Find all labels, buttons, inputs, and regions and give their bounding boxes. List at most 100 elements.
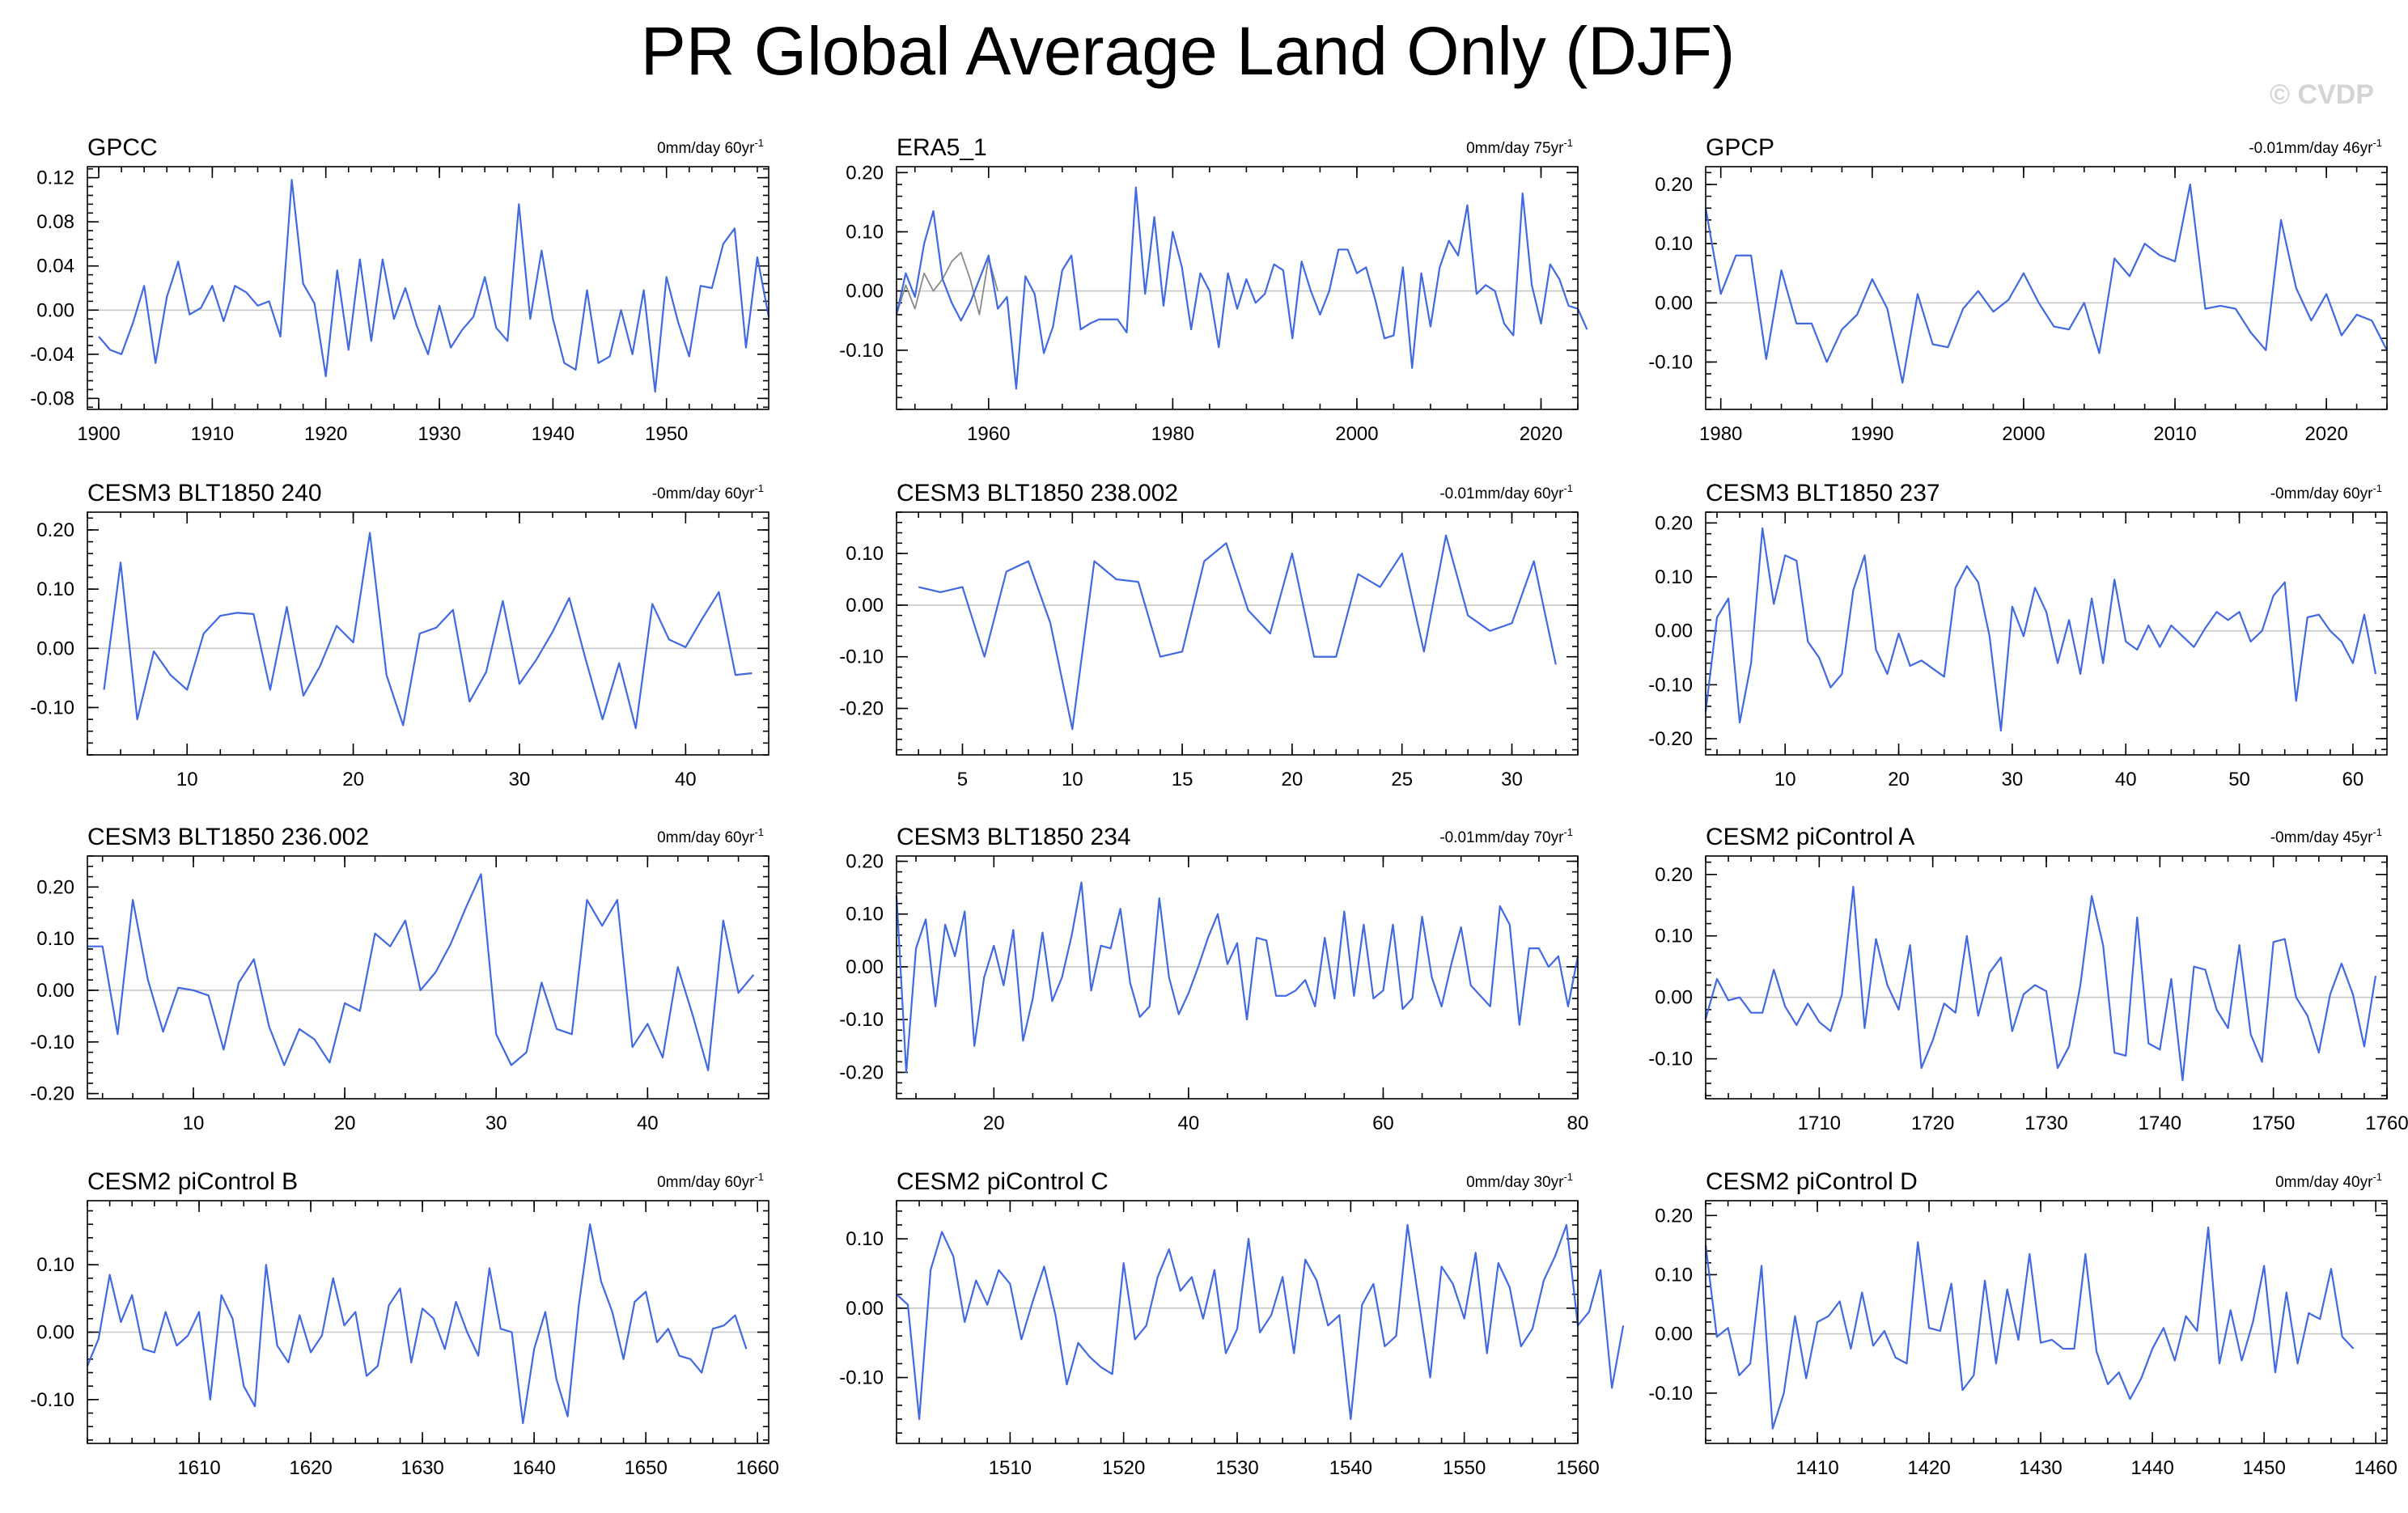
panel-7-x-tick-label: 20 [983, 1112, 1005, 1134]
panel-11-x-tick-label: 1460 [2355, 1457, 2397, 1479]
panel-3-trend: -0mm/day 60yr-1 [652, 482, 764, 502]
panel-7-y-tick-label: 0.20 [846, 851, 884, 873]
panel-8-y-tick-label: -0.10 [1648, 1049, 1693, 1070]
panel-0-x-tick-label: 1910 [191, 423, 234, 445]
panel-6-x-tick-label: 30 [485, 1112, 507, 1134]
panel-8-trend-text: -0mm/day 45yr [2270, 829, 2373, 846]
panel-5-y-tick-label: -0.20 [1648, 728, 1693, 750]
panel-5: CESM3 BLT1850 237 -0mm/day 60yr-1 10 20 30 40… [1648, 480, 2388, 790]
panel-2-x-tick-label: 2000 [2002, 423, 2045, 445]
panel-0-title: GPCC [87, 134, 158, 161]
panel-8-x-tick-label: 1710 [1798, 1112, 1841, 1134]
panel-6-y-tick-label: -0.10 [30, 1032, 74, 1053]
panel-0-trend-sup: -1 [754, 137, 764, 149]
panel-5-y-tick-label: 0.20 [1655, 512, 1693, 534]
panel-7-title: CESM3 BLT1850 234 [897, 824, 1131, 850]
panel-9-x-tick-label: 1640 [512, 1457, 555, 1479]
panel-10-x-tick-label: 1560 [1556, 1457, 1599, 1479]
panel-1-y-tick-label: 0.00 [846, 281, 884, 303]
panel-4-x-tick-label: 5 [957, 769, 968, 790]
panel-5-x-tick-label: 10 [1774, 769, 1796, 790]
panel-5-x-tick-label: 60 [2342, 769, 2364, 790]
panel-2-trend: -0.01mm/day 46yr-1 [2249, 137, 2382, 157]
panel-8-title: CESM2 piControl A [1706, 824, 1914, 850]
panel-3-x-tick-label: 30 [509, 769, 531, 790]
panel-5-y-tick-label: 0.10 [1655, 566, 1693, 588]
panel-0-x-tick-label: 1930 [418, 423, 460, 445]
panel-5-x-tick-label: 50 [2228, 769, 2250, 790]
panel-8: CESM2 piControl A -0mm/day 45yr-1 1710 1720… [1648, 824, 2408, 1134]
panel-11-x-tick-label: 1420 [1907, 1457, 1950, 1479]
panel-6-trend-text: 0mm/day 60yr [657, 829, 755, 846]
panel-4-trend: -0.01mm/day 60yr-1 [1439, 482, 1573, 502]
panel-11-frame [1705, 1200, 2388, 1444]
panel-0-x-tick-label: 1940 [532, 423, 574, 445]
panel-3-y-tick-label: 0.00 [36, 638, 74, 659]
panel-0-x-tick-label: 1900 [77, 423, 120, 445]
panel-4-x-tick-label: 25 [1391, 769, 1413, 790]
panel-0-y-tick-label: 0.08 [36, 211, 74, 233]
panel-8-x-tick-label: 1730 [2024, 1112, 2067, 1134]
panel-11-x-tick-label: 1410 [1795, 1457, 1838, 1479]
panel-9-x-tick-label: 1650 [624, 1457, 667, 1479]
panel-11-y-tick-label: -0.10 [1648, 1383, 1693, 1405]
panel-4-title: CESM3 BLT1850 238.002 [897, 480, 1178, 506]
panel-11-x-tick-label: 1430 [2019, 1457, 2062, 1479]
panel-9-trend: 0mm/day 60yr-1 [657, 1171, 764, 1191]
panel-6-y-tick-label: -0.20 [30, 1083, 74, 1105]
panel-11-series-line [1704, 1226, 2355, 1430]
panel-9-x-tick-label: 1610 [177, 1457, 220, 1479]
panel-6-frame [87, 855, 769, 1100]
panel-0-x-tick-label: 1920 [304, 423, 347, 445]
panel-8-trend-sup: -1 [2372, 826, 2382, 838]
panel-8-x-tick-label: 1760 [2365, 1112, 2408, 1134]
panel-9-series-line [86, 1223, 748, 1425]
panel-9-x-tick-label: 1620 [289, 1457, 332, 1479]
panel-10-trend-sup: -1 [1563, 1171, 1573, 1183]
panel-5-frame [1705, 511, 2388, 756]
panel-4-y-tick-label: 0.10 [846, 543, 884, 565]
panel-0-y-tick-label: -0.08 [30, 388, 74, 409]
panel-6-y-tick-label: 0.00 [36, 980, 74, 1002]
panel-9: CESM2 piControl B 0mm/day 60yr-1 1610 1620 1… [30, 1168, 779, 1479]
panel-9-title: CESM2 piControl B [87, 1168, 298, 1195]
panel-0: GPCC 0mm/day 60yr-1 1900 1910 1920 1930 1940 19… [30, 134, 770, 445]
panel-4-y-tick-label: -0.20 [839, 698, 884, 720]
panel-10-y-tick-label: -0.10 [839, 1367, 884, 1389]
panel-10-title: CESM2 piControl C [897, 1168, 1109, 1195]
panel-4-trend-sup: -1 [1563, 482, 1573, 494]
panel-4-x-tick-label: 10 [1062, 769, 1083, 790]
panel-1: ERA5_1 0mm/day 75yr-1 1960 1980 2000 2020 -0.1… [839, 134, 1588, 445]
panel-11-trend-text: 0mm/day 40yr [2275, 1174, 2373, 1191]
panel-5-trend: -0mm/day 60yr-1 [2270, 482, 2382, 502]
panel-9-trend-text: 0mm/day 60yr [657, 1174, 755, 1191]
panel-4-x-tick-label: 20 [1282, 769, 1304, 790]
cvdp-watermark: © CVDP [2270, 79, 2374, 110]
panel-5-series-line [1704, 527, 2377, 732]
panel-4-y-tick-label: 0.00 [846, 595, 884, 617]
panel-2-x-tick-label: 1990 [1851, 423, 1893, 445]
panel-5-x-tick-label: 20 [1888, 769, 1910, 790]
panel-7-trend-sup: -1 [1563, 826, 1573, 838]
panel-7-frame [896, 855, 1579, 1100]
panel-7: CESM3 BLT1850 234 -0.01mm/day 70yr-1 20 40 6… [839, 824, 1588, 1134]
panel-0-x-tick-label: 1950 [645, 423, 688, 445]
panel-7-trend-text: -0.01mm/day 70yr [1439, 829, 1564, 846]
panel-6-x-tick-label: 20 [334, 1112, 356, 1134]
panel-5-y-tick-label: -0.10 [1648, 674, 1693, 696]
panel-0-series-line [98, 179, 770, 393]
panel-5-title: CESM3 BLT1850 237 [1706, 480, 1940, 506]
panel-1-series-line [895, 186, 1588, 390]
panel-4-y-tick-label: -0.10 [839, 646, 884, 668]
panel-11-y-tick-label: 0.10 [1655, 1264, 1693, 1286]
panel-7-x-tick-label: 80 [1567, 1112, 1589, 1134]
panel-6-series-line [87, 873, 755, 1071]
panel-1-y-tick-label: 0.20 [846, 162, 884, 184]
panel-4-trend-text: -0.01mm/day 60yr [1439, 485, 1564, 502]
panel-7-series-line [895, 881, 1579, 1074]
panel-11-x-tick-label: 1440 [2130, 1457, 2173, 1479]
panel-4-x-tick-label: 30 [1501, 769, 1523, 790]
panel-9-y-tick-label: 0.10 [36, 1254, 74, 1276]
